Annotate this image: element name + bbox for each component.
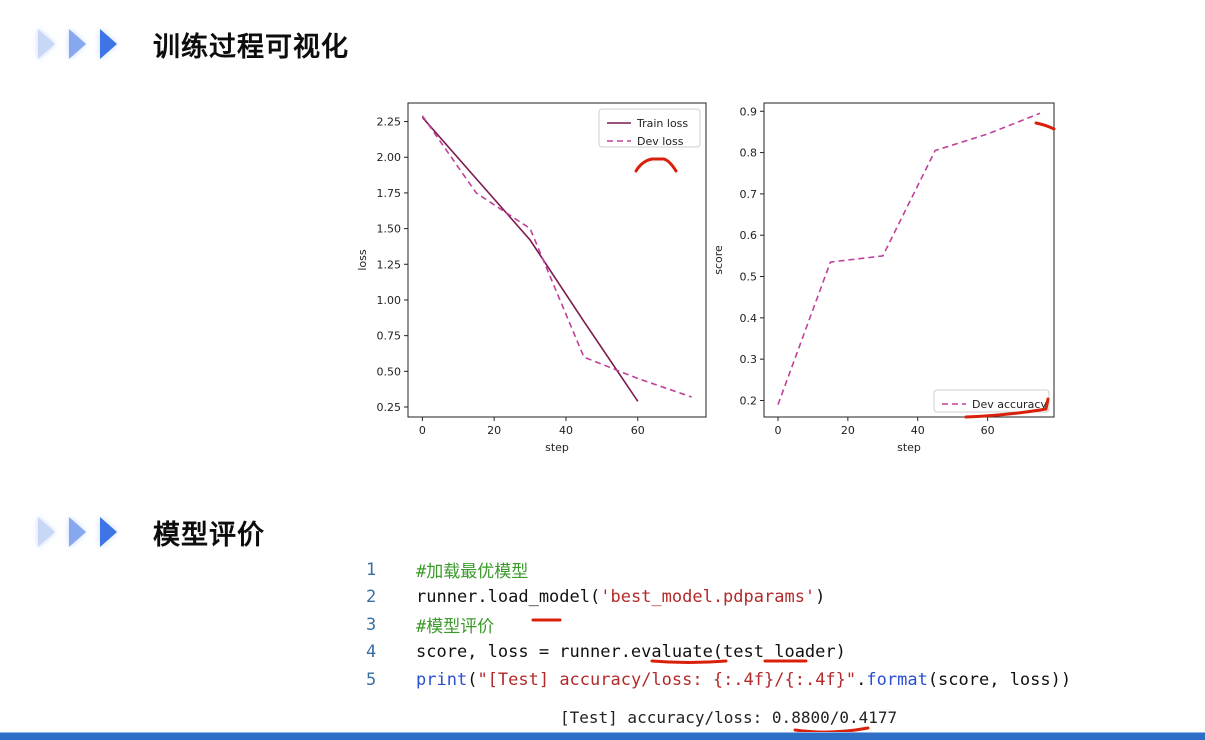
- evaluation-output: [Test] accuracy/loss: 0.8800/0.4177: [560, 708, 898, 727]
- code-token: print: [416, 669, 468, 690]
- plot-frame: [407, 102, 707, 418]
- code-token: "[Test] accuracy/loss: {:.4f}/{:.4f}": [477, 669, 857, 690]
- y-axis-label: loss: [356, 249, 369, 271]
- loss-chart: 0 20 40 60 0.25 0.50 0.75 1.00 1.25 1.50 1.75 2.00 2…: [356, 102, 707, 454]
- annotation-mark: [634, 157, 678, 173]
- series-line: [421, 116, 639, 402]
- y-tick-label: 0.25: [377, 401, 402, 414]
- x-tick-label: 40: [911, 424, 925, 437]
- code-token: (score, loss)): [927, 669, 1072, 690]
- code-token: ): [815, 587, 826, 608]
- section-header-visualization: 训练过程可视化: [38, 24, 349, 64]
- section-title: 模型评价: [153, 519, 265, 551]
- y-tick-label: 0.7: [740, 188, 758, 201]
- y-tick-label: 2.00: [377, 151, 402, 164]
- arrow-icon: [100, 517, 117, 547]
- x-tick-label: 60: [981, 424, 995, 437]
- arrow-bullets: [38, 517, 117, 547]
- y-tick-label: 0.50: [377, 365, 402, 378]
- series-line: [777, 112, 1041, 405]
- legend-label: Dev loss: [637, 135, 684, 148]
- bottom-bar: [0, 732, 1205, 740]
- y-tick-label: 0.75: [377, 330, 402, 343]
- code-token: .: [856, 669, 867, 690]
- code-line: 5 print("[Test] accuracy/loss: {:.4f}/{:.…: [366, 666, 1071, 694]
- x-tick-label: 20: [841, 424, 855, 437]
- arrow-icon: [100, 29, 117, 59]
- y-tick-label: 0.8: [740, 147, 758, 160]
- code-token: #模型评价: [416, 617, 495, 638]
- arrow-icon: [69, 517, 86, 547]
- y-tick-label: 0.9: [740, 105, 758, 118]
- line-number: 5: [366, 669, 377, 690]
- line-number: 1: [366, 559, 377, 580]
- code-line: 4 score, loss = runner.evaluate(test_load…: [366, 639, 1071, 667]
- y-tick-label: 2.25: [377, 116, 402, 129]
- arrow-icon: [38, 29, 55, 59]
- y-tick-label: 0.6: [740, 229, 758, 242]
- section-title: 训练过程可视化: [153, 31, 349, 63]
- y-tick-label: 1.25: [377, 258, 402, 271]
- arrow-bullets: [38, 29, 117, 59]
- line-number: 3: [366, 614, 377, 635]
- y-tick-label: 0.5: [740, 271, 758, 284]
- code-block: 1 #加载最优模型 2 runner.load_model('best_model.p…: [366, 556, 1071, 694]
- line-number: 4: [366, 642, 377, 663]
- arrow-icon: [69, 29, 86, 59]
- code-line: 1 #加载最优模型: [366, 556, 1071, 584]
- legend-box: [598, 108, 701, 148]
- y-tick-label: 1.50: [377, 223, 402, 236]
- x-axis-label: step: [897, 441, 921, 454]
- y-tick-label: 0.3: [740, 353, 758, 366]
- code-token: format: [866, 669, 928, 690]
- x-tick-label: 0: [419, 424, 426, 437]
- score-chart: 0 20 40 60 0.2 0.3 0.4 0.5 0.6 0.7 0.8 0.9 step score…: [716, 102, 1056, 454]
- legend-label: Train loss: [636, 117, 688, 130]
- code-token: score, loss = runner.evaluate(test_loade…: [416, 642, 846, 663]
- code-token: runner.load_model(: [416, 587, 601, 608]
- y-tick-label: 1.00: [377, 294, 402, 307]
- line-number: 2: [366, 587, 377, 608]
- series-line: [421, 115, 692, 398]
- plot-frame: [763, 102, 1055, 418]
- code-token: #加载最优模型: [416, 562, 529, 583]
- section-header-evaluation: 模型评价: [38, 512, 265, 552]
- x-tick-label: 60: [631, 424, 645, 437]
- code-token: (: [467, 669, 478, 690]
- annotation-mark: [964, 397, 1050, 419]
- y-tick-label: 1.75: [377, 187, 402, 200]
- x-tick-label: 0: [774, 424, 781, 437]
- y-tick-label: 0.4: [740, 312, 758, 325]
- arrow-icon: [38, 517, 55, 547]
- y-axis-label: score: [716, 245, 725, 275]
- x-tick-label: 20: [487, 424, 501, 437]
- x-tick-label: 40: [559, 424, 573, 437]
- annotation-mark: [1034, 121, 1056, 131]
- x-axis-label: step: [545, 441, 569, 454]
- code-line: 3 #模型评价: [366, 611, 1071, 639]
- code-token: 'best_model.pdparams': [600, 587, 816, 608]
- legend-label: Dev accuracy: [972, 398, 1047, 411]
- code-line: 2 runner.load_model('best_model.pdparams'…: [366, 584, 1071, 612]
- y-tick-label: 0.2: [740, 394, 758, 407]
